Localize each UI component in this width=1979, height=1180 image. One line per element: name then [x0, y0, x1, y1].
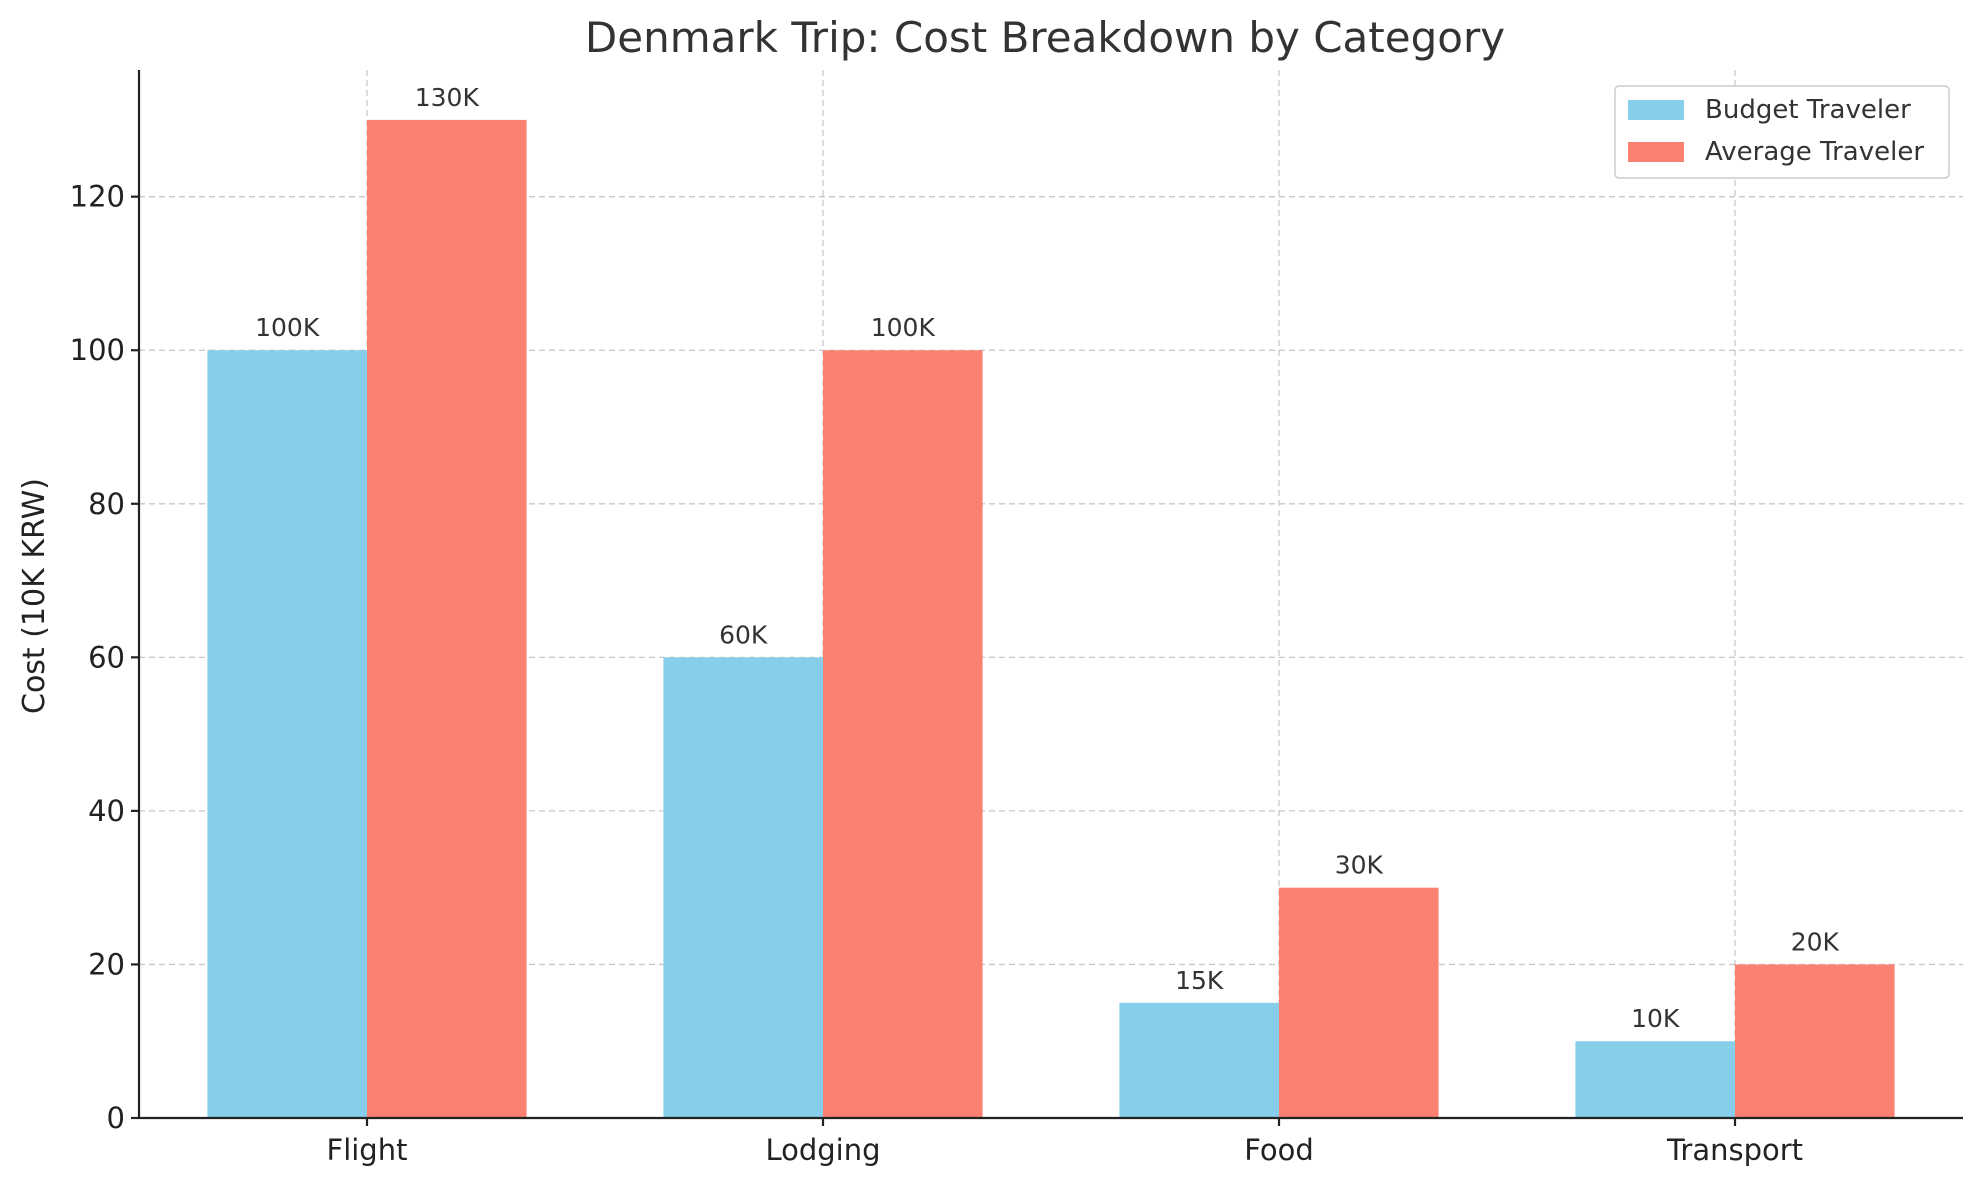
y-tick-label: 120 — [70, 180, 125, 214]
axes — [131, 70, 1963, 1126]
data-labels: 100K 60K 15K 10K 130K 100K 30K 20K — [255, 83, 1839, 1033]
y-tick-label: 40 — [88, 794, 125, 828]
bar-budget-traveler-lodging[interactable] — [663, 657, 823, 1118]
y-tick-label: 100 — [70, 333, 125, 367]
y-tick-label: 80 — [88, 487, 125, 521]
legend-box — [1614, 85, 1950, 179]
legend-swatch — [1628, 142, 1684, 162]
bar-average-traveler-food[interactable] — [1279, 887, 1439, 1118]
bars — [207, 119, 1895, 1118]
x-tick-label: Flight — [327, 1133, 408, 1167]
y-tick-label: 20 — [88, 947, 125, 981]
data-label: 130K — [415, 83, 480, 112]
data-label: 10K — [1631, 1004, 1680, 1033]
bar-budget-traveler-transport[interactable] — [1575, 1041, 1735, 1118]
data-label: 60K — [719, 620, 768, 649]
legend-swatch — [1628, 100, 1684, 120]
legend[interactable]: Budget Traveler Average Traveler — [1614, 85, 1950, 179]
data-label: 20K — [1791, 927, 1840, 956]
bar-budget-traveler-food[interactable] — [1119, 1002, 1279, 1118]
chart-title: Denmark Trip: Cost Breakdown by Category — [585, 13, 1505, 62]
data-label: 30K — [1335, 851, 1384, 880]
data-label: 100K — [255, 313, 320, 342]
bar-average-traveler-flight[interactable] — [367, 119, 527, 1118]
bar-budget-traveler-flight[interactable] — [207, 350, 367, 1118]
data-label: 100K — [871, 313, 936, 342]
bar-average-traveler-lodging[interactable] — [823, 350, 983, 1118]
legend-entry[interactable]: Budget Traveler — [1705, 95, 1911, 125]
x-tick-label: Food — [1244, 1133, 1314, 1167]
y-tick-label: 0 — [107, 1101, 125, 1135]
tick-labels: 0 20 40 60 80 100 120 Flight Lodging Food Transpor… — [70, 180, 1803, 1167]
legend-entry[interactable]: Average Traveler — [1705, 137, 1924, 167]
x-tick-label: Lodging — [765, 1133, 880, 1167]
bar-average-traveler-transport[interactable] — [1735, 964, 1895, 1118]
x-tick-label: Transport — [1666, 1133, 1803, 1167]
y-axis-label: Cost (10K KRW) — [17, 478, 52, 714]
y-tick-label: 60 — [88, 640, 125, 674]
data-label: 15K — [1175, 966, 1224, 995]
